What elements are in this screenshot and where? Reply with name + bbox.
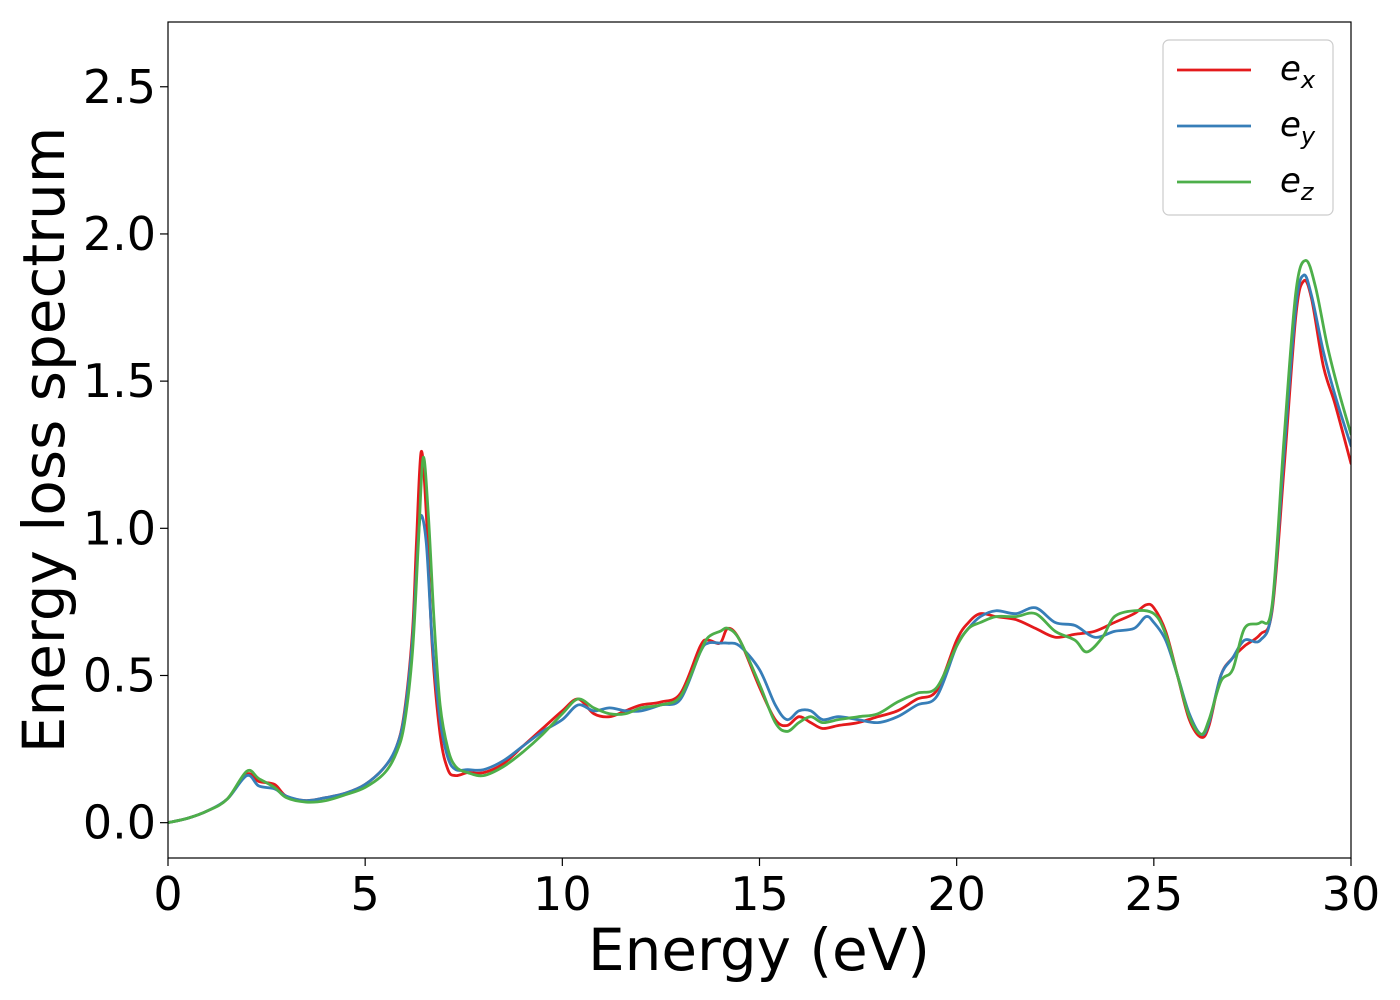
y-axis: 0.0 0.5 1.0 1.5 2.0 2.5 <box>83 60 168 850</box>
x-tick-label: 20 <box>927 867 986 921</box>
x-tick-label: 10 <box>533 867 592 921</box>
x-tick-label: 15 <box>730 867 789 921</box>
x-tick-label: 0 <box>153 867 182 921</box>
y-tick-label: 1.0 <box>83 501 156 555</box>
y-axis-label: Energy loss spectrum <box>10 127 78 753</box>
series-layer <box>168 259 1351 825</box>
legend-label-y: ey <box>1280 105 1316 150</box>
y-tick-label: 2.5 <box>83 60 156 114</box>
legend-label-x: ex <box>1280 49 1316 94</box>
legend-label-z: ez <box>1280 161 1315 206</box>
y-tick-label: 2.0 <box>83 207 156 261</box>
legend-label-base: e <box>1280 161 1301 201</box>
legend-label-subscript: y <box>1300 122 1316 150</box>
x-tick-label: 30 <box>1322 867 1381 921</box>
legend-label-subscript: z <box>1300 178 1315 206</box>
y-tick-label: 0.0 <box>83 796 156 850</box>
legend-label-base: e <box>1280 105 1301 145</box>
series-line-z <box>168 259 1351 825</box>
y-tick-label: 1.5 <box>83 354 156 408</box>
legend-box <box>1162 39 1334 216</box>
x-tick-label: 25 <box>1125 867 1184 921</box>
y-tick-label: 0.5 <box>83 648 156 702</box>
legend-label-subscript: x <box>1300 66 1316 94</box>
x-tick-label: 5 <box>351 867 380 921</box>
legend-label-base: e <box>1280 49 1301 89</box>
x-axis-label: Energy (eV) <box>588 916 930 984</box>
x-axis: 0 5 10 15 20 25 30 <box>153 858 1380 921</box>
